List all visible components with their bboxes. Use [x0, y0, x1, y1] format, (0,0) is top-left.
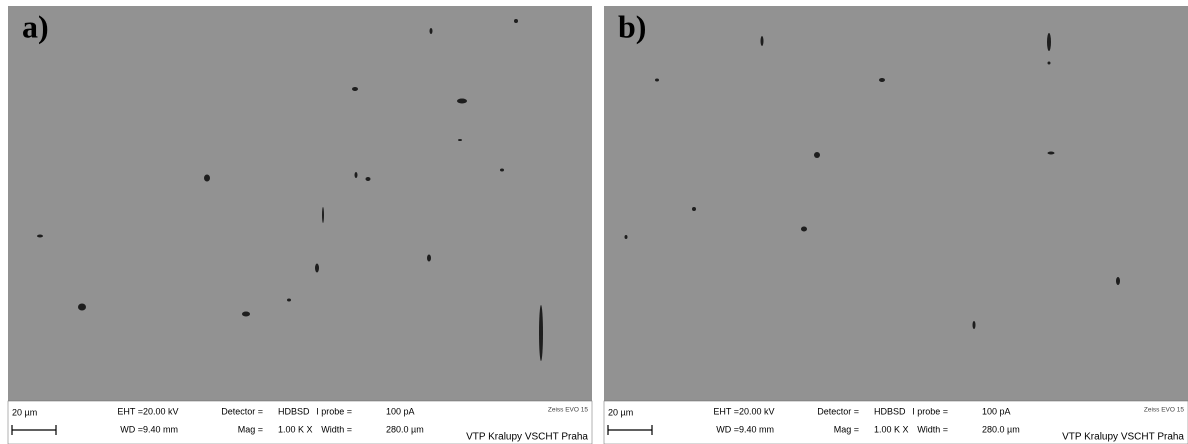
- field-label: WD =: [120, 424, 143, 434]
- particle: [458, 139, 462, 141]
- instrument: Zeiss EVO 15: [548, 407, 588, 414]
- field-value: 280.0 µm: [982, 424, 1020, 434]
- particle: [1047, 61, 1051, 65]
- panel-label: a): [22, 8, 49, 44]
- field-value: 1.00 K X: [278, 424, 313, 434]
- particle: [315, 263, 319, 273]
- field-label: I probe =: [316, 406, 352, 416]
- field-label: Detector =: [817, 406, 859, 416]
- particle: [1047, 151, 1055, 155]
- field-value: 20.00 kV: [143, 406, 179, 416]
- field-value: HDBSD: [278, 406, 310, 416]
- field-label: EHT =: [713, 406, 739, 416]
- field-label: Width =: [321, 424, 352, 434]
- particle: [500, 168, 504, 172]
- field-label: WD =: [716, 424, 739, 434]
- particle: [429, 28, 433, 34]
- field-value: 100 pA: [982, 406, 1011, 416]
- field-value: 9.40 mm: [143, 424, 178, 434]
- panel: a) 20 µm EHT = 20.00 kV Detector = HDBSD I pro…: [7, 6, 593, 444]
- particle: [760, 36, 764, 46]
- particle: [354, 172, 358, 178]
- particle: [242, 311, 250, 317]
- scale-bar: [607, 425, 653, 435]
- particle: [879, 78, 885, 82]
- particle: [427, 254, 431, 262]
- field-value: 9.40 mm: [739, 424, 774, 434]
- panel-label: b): [618, 8, 646, 44]
- micrograph: [604, 6, 1188, 401]
- particle: [287, 298, 291, 302]
- field-label: Mag =: [834, 424, 859, 434]
- field-value: 100 pA: [386, 406, 415, 416]
- particle: [322, 207, 324, 223]
- field-value: HDBSD: [874, 406, 906, 416]
- particle: [365, 177, 371, 181]
- field-label: Mag =: [238, 424, 263, 434]
- field-value: 20.00 kV: [739, 406, 775, 416]
- particle: [204, 174, 210, 182]
- particle: [352, 87, 358, 91]
- field-label: I probe =: [912, 406, 948, 416]
- institution: VTP Kralupy VSCHT Praha: [466, 432, 588, 443]
- particle: [514, 19, 518, 23]
- particle: [539, 305, 543, 361]
- particle: [78, 303, 86, 311]
- scale-bar-label: 20 µm: [12, 407, 37, 417]
- micrograph: [8, 6, 592, 401]
- institution: VTP Kralupy VSCHT Praha: [1062, 432, 1184, 443]
- field-value: 1.00 K X: [874, 424, 909, 434]
- info-bar: [603, 400, 1188, 444]
- panel: b) 20 µm EHT = 20.00 kV Detector = HDBSD I pro…: [603, 6, 1188, 444]
- scale-bar-label: 20 µm: [608, 407, 633, 417]
- particle: [457, 98, 467, 104]
- particle: [624, 235, 628, 239]
- field-label: EHT =: [117, 406, 143, 416]
- particle: [692, 207, 696, 211]
- particle: [972, 321, 976, 329]
- field-value: 280.0 µm: [386, 424, 424, 434]
- particle: [1047, 33, 1051, 51]
- particle: [814, 152, 820, 158]
- particle: [37, 234, 43, 238]
- particle: [655, 78, 659, 82]
- info-bar: [7, 400, 593, 444]
- scale-bar: [11, 425, 57, 435]
- particle: [1116, 277, 1120, 285]
- particle: [801, 226, 807, 232]
- field-label: Detector =: [221, 406, 263, 416]
- instrument: Zeiss EVO 15: [1144, 407, 1184, 414]
- field-label: Width =: [917, 424, 948, 434]
